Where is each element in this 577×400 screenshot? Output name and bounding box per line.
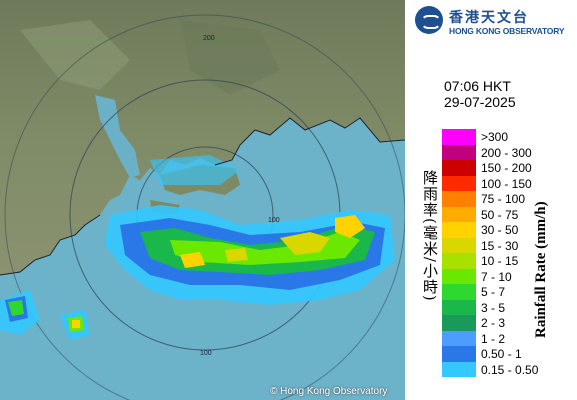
legend-swatch [442,284,476,300]
legend-item: 75 - 100 [442,191,577,207]
legend-label: 3 - 5 [481,300,506,315]
legend-label: 5 - 7 [481,285,506,299]
radar-date: 29-07-2025 [444,94,516,110]
legend-swatch [442,191,476,207]
legend-swatch [442,129,476,145]
legend-label: 0.15 - 0.50 [481,362,539,377]
legend-label: 100 - 150 [481,176,532,191]
hko-logo-icon [415,6,443,34]
hko-logo[interactable]: 香港天文台 HONG KONG OBSERVATORY [413,4,575,40]
legend-item: 30 - 50 [442,222,577,238]
legend-label: 1 - 2 [481,331,506,346]
legend-label: 2 - 3 [481,316,506,330]
legend-item: 3 - 5 [442,299,577,315]
rainfall-legend: >300 200 - 300 150 - 200 100 - 150 75 - 100 5… [442,129,577,377]
legend-swatch [442,175,476,191]
legend-item: 7 - 10 [442,268,577,284]
legend-swatch [442,330,476,346]
legend-label: 50 - 75 [481,207,519,222]
rain-echoes-yellow [72,215,365,328]
radar-time: 07:06 HKT [444,78,511,94]
legend-title-english: Rainfall Rate (mm/h) [533,201,549,339]
range-label-north: 200 [203,35,215,42]
legend-swatch [442,361,476,377]
legend-label: 200 - 300 [481,145,532,160]
radar-map-canvas: 200 100 100 [0,0,405,400]
legend-swatch [442,315,476,331]
legend-item: 50 - 75 [442,206,577,222]
legend-item: 2 - 3 [442,315,577,331]
legend-item: 0.50 - 1 [442,346,577,362]
legend-item: 5 - 7 [442,284,577,300]
legend-label: 15 - 30 [481,238,519,253]
range-label-east: 100 [268,217,280,224]
legend-label: >300 [481,130,509,144]
logo-english-name: HONG KONG OBSERVATORY [449,26,565,36]
legend-item: 200 - 300 [442,144,577,160]
legend-label: 30 - 50 [481,223,519,237]
range-label-south: 100 [200,350,212,357]
legend-label: 75 - 100 [481,192,526,206]
legend-label: 0.50 - 1 [481,347,522,361]
legend-item: 15 - 30 [442,237,577,253]
legend-item: 10 - 15 [442,253,577,269]
legend-item: 150 - 200 [442,160,577,176]
legend-label: 150 - 200 [481,161,532,175]
legend-swatch [442,253,476,269]
logo-chinese-name: 香港天文台 [449,10,529,26]
legend-swatch [442,206,476,222]
range-ring-far [4,14,405,400]
legend-swatch [442,268,476,284]
legend-swatch [442,346,476,362]
info-panel: 香港天文台 HONG KONG OBSERVATORY 07:06 HKT 29… [405,0,577,400]
radar-map[interactable]: 200 100 100 © Hong Kong Observatory [0,0,405,400]
legend-swatch [442,160,476,176]
legend-swatch [442,299,476,315]
legend-label: 7 - 10 [481,269,512,284]
copyright-text: © Hong Kong Observatory [270,386,388,397]
legend-item: >300 [442,129,577,145]
legend-label: 10 - 15 [481,254,519,268]
legend-item: 100 - 150 [442,175,577,191]
legend-swatch [442,144,476,160]
legend-swatch [442,237,476,253]
pearl-river-estuary [95,95,140,178]
legend-item: 1 - 2 [442,330,577,346]
legend-swatch [442,222,476,238]
legend-title-chinese: 降雨率(毫米/小時) [421,170,439,302]
legend-item: 0.15 - 0.50 [442,361,577,377]
